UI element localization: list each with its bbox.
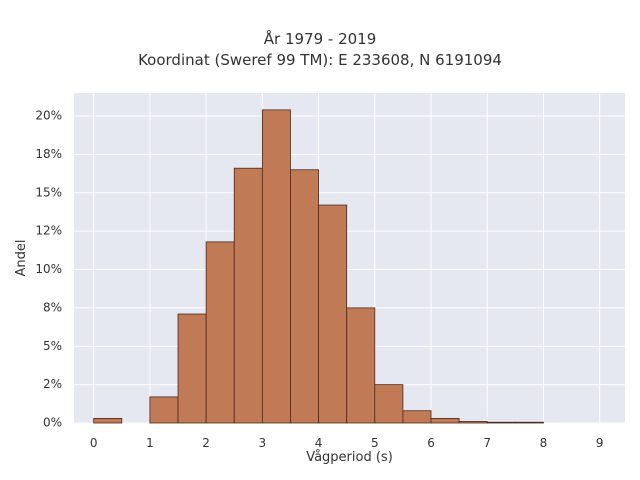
histogram-bar — [402, 410, 432, 424]
bars — [93, 109, 544, 424]
y-tick-label: 18% — [35, 147, 62, 161]
chart-subtitle: Koordinat (Sweref 99 TM): E 233608, N 61… — [138, 51, 502, 69]
histogram-bar — [346, 307, 376, 424]
y-axis-ticks: 0% 2% 5% 8% 10% 12% 15% 18% 20% — [35, 109, 62, 430]
chart-title: År 1979 - 2019 — [263, 30, 377, 48]
x-tick-label: 6 — [427, 436, 435, 450]
x-tick-label: 7 — [483, 436, 491, 450]
x-axis-ticks: 0 1 2 3 4 5 6 7 8 9 — [90, 436, 604, 450]
histogram-bar — [290, 169, 319, 424]
y-tick-label: 15% — [35, 185, 62, 199]
histogram-bar — [261, 109, 291, 424]
y-tick-label: 5% — [43, 339, 62, 353]
x-axis-label: Vågperiod (s) — [306, 450, 393, 465]
x-tick-label: 1 — [146, 436, 154, 450]
histogram-bar — [93, 417, 123, 424]
y-tick-label: 2% — [43, 377, 62, 391]
y-tick-label: 8% — [43, 300, 62, 314]
x-tick-label: 3 — [259, 436, 267, 450]
y-axis-label: Andel — [14, 240, 29, 277]
histogram-bar — [514, 421, 544, 424]
y-tick-label: 12% — [35, 224, 62, 238]
x-tick-label: 5 — [371, 436, 379, 450]
histogram-bar — [374, 384, 404, 424]
y-tick-label: 10% — [35, 262, 62, 276]
x-tick-label: 4 — [315, 436, 323, 450]
x-tick-label: 2 — [202, 436, 210, 450]
histogram-bar — [458, 421, 488, 424]
y-tick-label: 20% — [35, 109, 62, 123]
histogram-bar — [430, 417, 460, 424]
histogram-bar — [233, 167, 263, 424]
y-tick-label: 0% — [43, 416, 62, 430]
histogram-bar — [205, 241, 235, 424]
histogram-bar — [318, 204, 348, 424]
histogram-bar — [177, 313, 207, 424]
x-tick-label: 0 — [90, 436, 98, 450]
histogram-bar — [149, 396, 179, 424]
histogram-bar — [486, 421, 516, 424]
x-tick-label: 9 — [596, 436, 604, 450]
x-tick-label: 8 — [540, 436, 548, 450]
